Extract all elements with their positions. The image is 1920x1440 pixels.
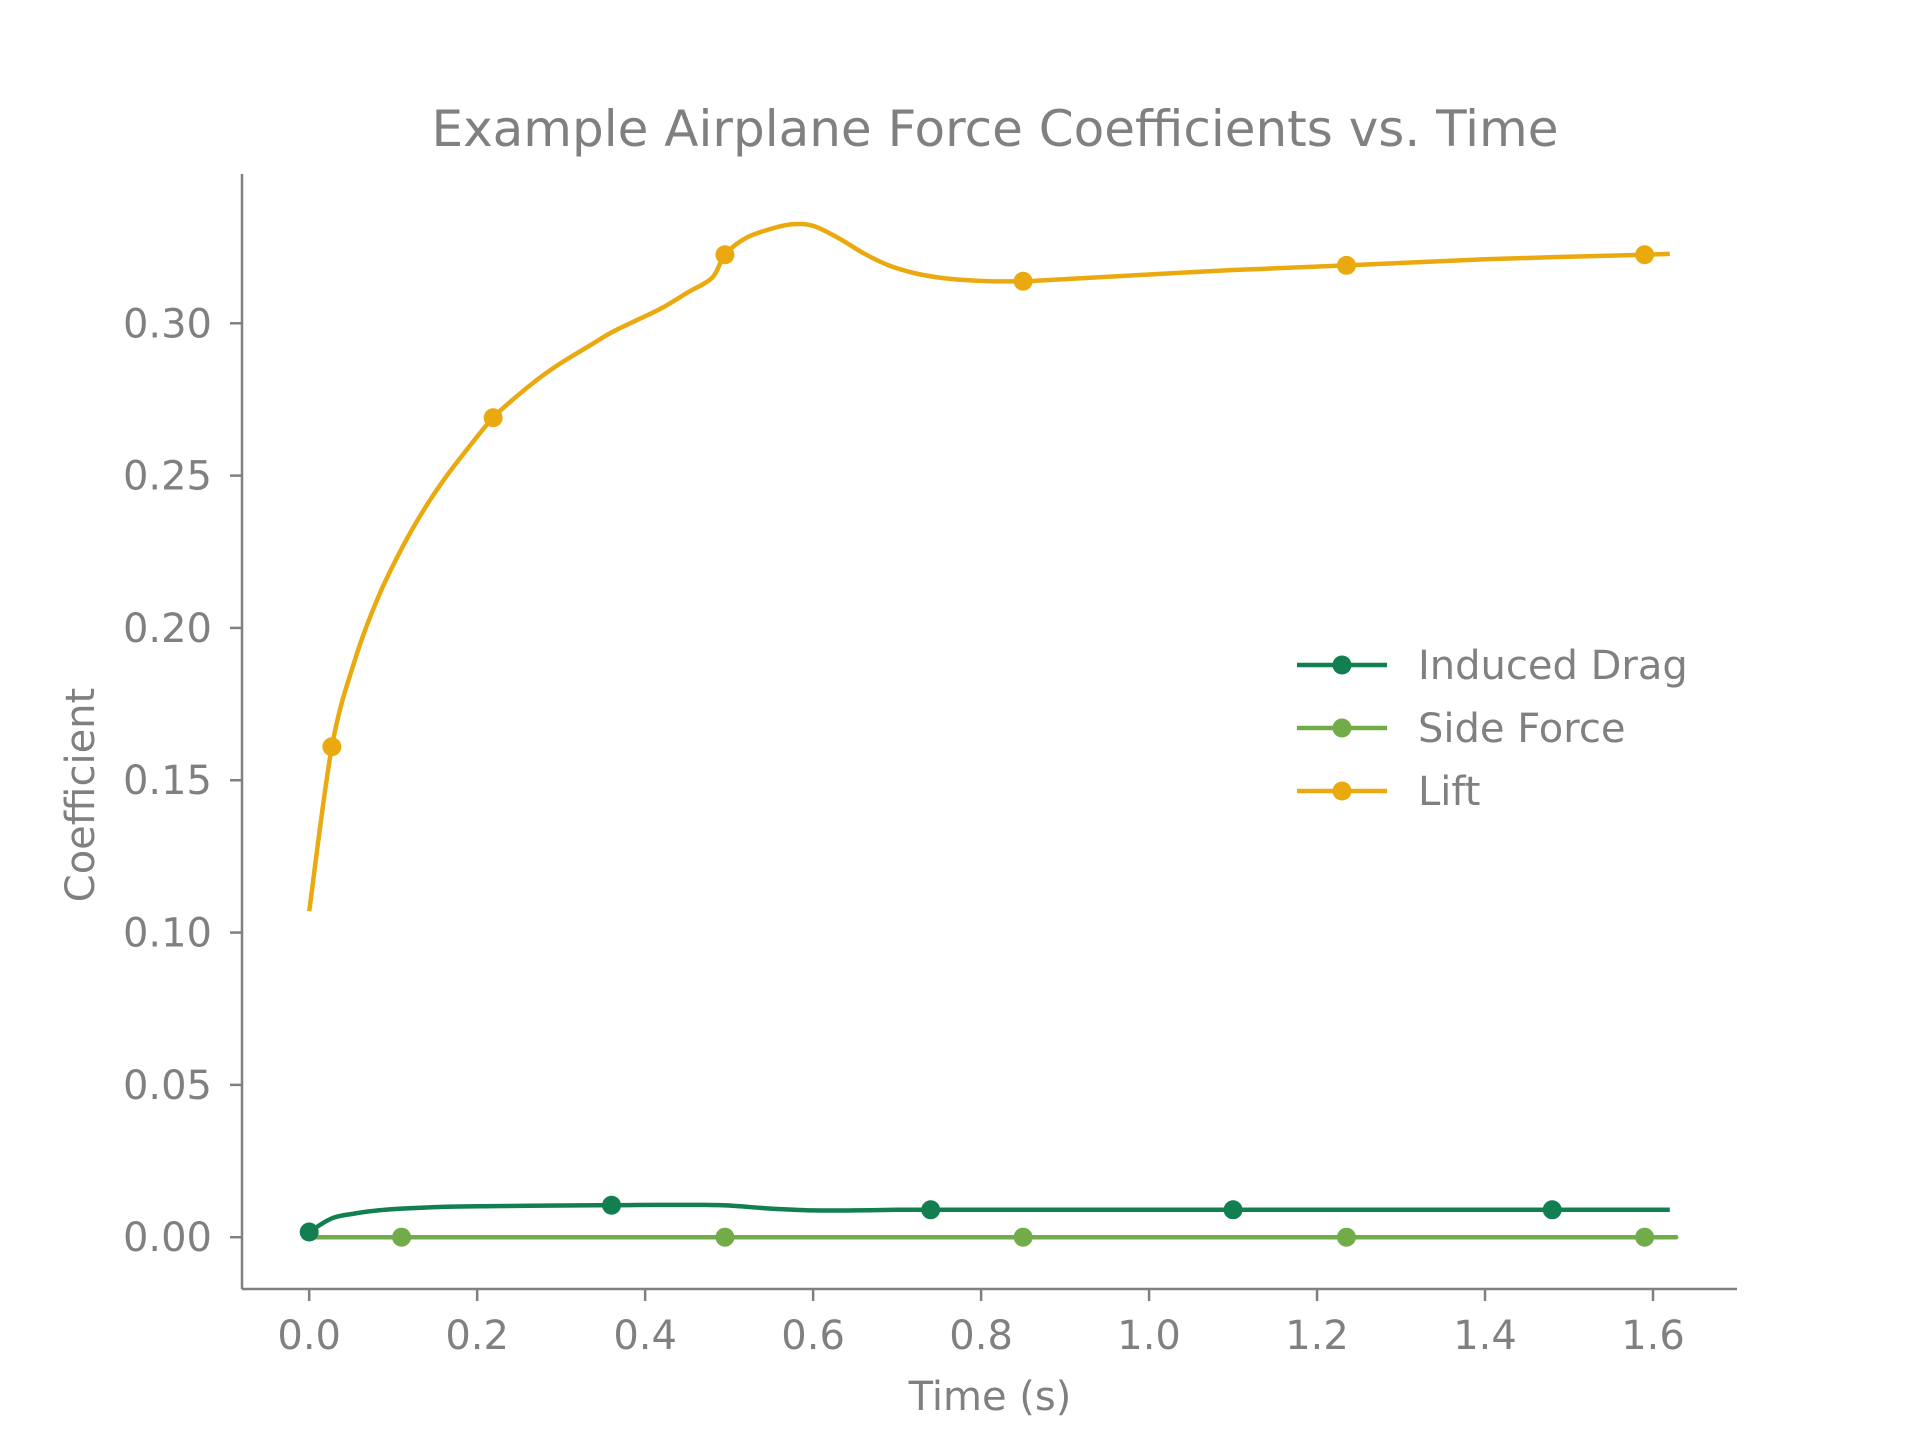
legend-item-lift: Lift: [1297, 769, 1480, 815]
data-point-lift: [483, 408, 503, 428]
data-point-induced-drag: [602, 1195, 622, 1215]
x-tick-label: 1.6: [1621, 1313, 1685, 1359]
legend-label: Side Force: [1418, 706, 1625, 752]
x-tick-label: 0.0: [277, 1313, 341, 1359]
data-point-side-force: [715, 1227, 735, 1247]
x-tick-label: 1.0: [1117, 1313, 1181, 1359]
y-tick-label: 0.15: [123, 758, 212, 804]
data-point-lift: [322, 737, 342, 757]
y-axis-title: Coefficient: [58, 688, 104, 902]
data-point-lift: [1635, 245, 1655, 265]
legend-swatch-marker: [1332, 781, 1352, 801]
data-point-lift: [715, 245, 735, 265]
y-tick-label: 0.30: [123, 301, 212, 347]
series-line-induced-drag: [307, 1202, 1670, 1234]
y-tick-label: 0.10: [123, 911, 212, 957]
y-tick-label: 0.05: [123, 1063, 212, 1109]
x-axis-title: Time (s): [908, 1374, 1072, 1420]
data-point-side-force: [1336, 1227, 1356, 1247]
series-side-force: [309, 1227, 1679, 1247]
series-line-lift: [306, 221, 1670, 912]
data-point-induced-drag: [921, 1200, 941, 1220]
legend-label: Lift: [1418, 769, 1480, 815]
series-induced-drag: [299, 1195, 1670, 1242]
x-tick-label: 0.2: [445, 1313, 509, 1359]
chart-title: Example Airplane Force Coefficients vs. …: [431, 100, 1558, 158]
data-point-lift: [1013, 271, 1033, 291]
legend-swatch-marker: [1332, 718, 1352, 738]
y-tick-label: 0.25: [123, 454, 212, 500]
data-point-induced-drag: [1542, 1200, 1562, 1220]
legend: Induced Drag Side Force Lift: [1297, 643, 1688, 815]
series-layer: [299, 221, 1679, 1247]
data-point-side-force: [1635, 1227, 1655, 1247]
legend-item-side-force: Side Force: [1297, 706, 1625, 752]
x-tick-label: 1.4: [1453, 1313, 1517, 1359]
y-tick-label: 0.20: [123, 606, 212, 652]
legend-swatch-marker: [1332, 655, 1352, 675]
data-point-side-force: [392, 1227, 412, 1247]
legend-item-induced-drag: Induced Drag: [1297, 643, 1688, 689]
x-tick-label: 0.4: [613, 1313, 677, 1359]
y-tick-label: 0.00: [123, 1215, 212, 1261]
x-tick-label: 0.8: [949, 1313, 1013, 1359]
data-point-side-force: [1013, 1227, 1033, 1247]
axes: 0.0 0.2 0.4 0.6 0.8 1.0 1.2 1.4 1.6 0.00 0.05 0.10 0…: [123, 174, 1737, 1359]
series-lift: [306, 221, 1670, 912]
x-tick-label: 0.6: [781, 1313, 845, 1359]
x-tick-label: 1.2: [1285, 1313, 1349, 1359]
data-point-lift: [1336, 255, 1356, 275]
data-point-induced-drag: [299, 1222, 319, 1242]
data-point-induced-drag: [1223, 1200, 1243, 1220]
legend-label: Induced Drag: [1418, 643, 1688, 689]
